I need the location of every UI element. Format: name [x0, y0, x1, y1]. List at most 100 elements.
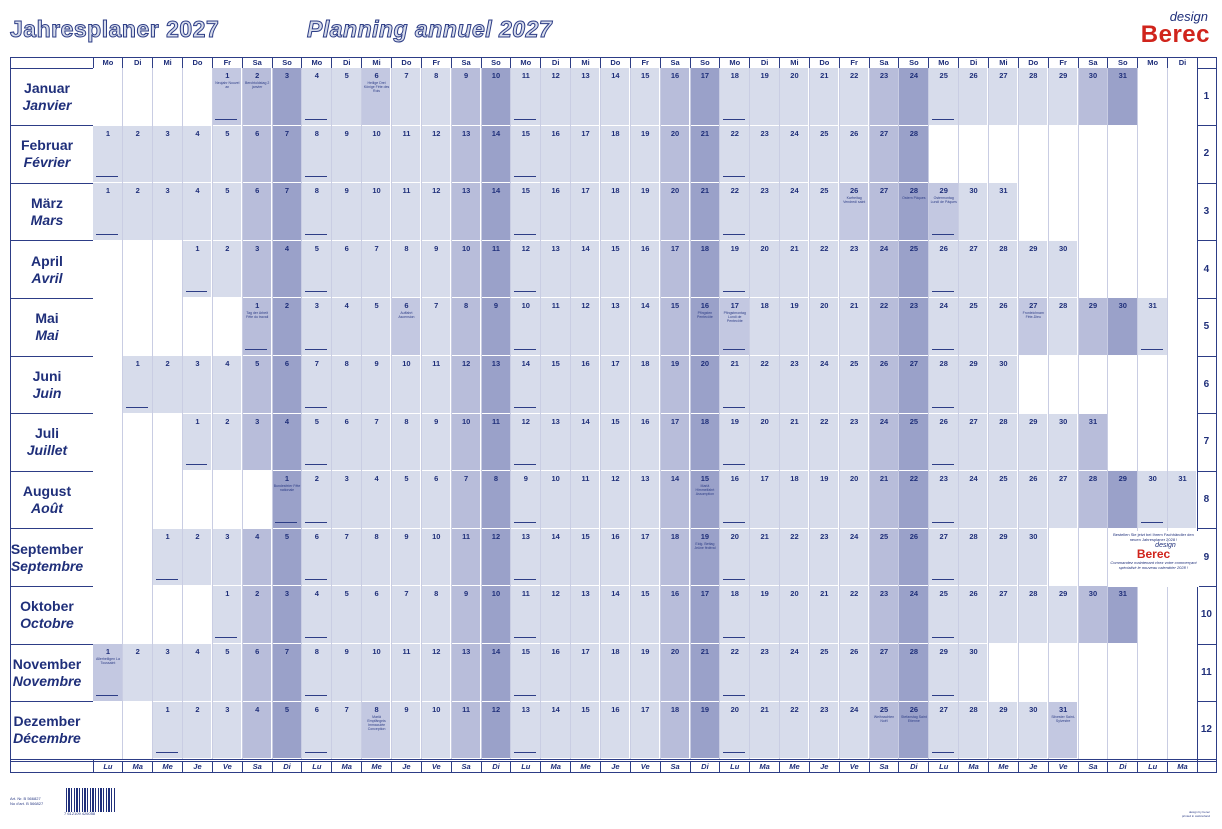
col-line [719, 528, 721, 587]
col-line [749, 183, 751, 241]
holiday-label: Mariä Empfängnis Immaculée Conception [367, 714, 386, 731]
day-cell [361, 183, 392, 241]
day-number: 25 [820, 128, 829, 138]
day-cell [122, 413, 153, 472]
col-line [152, 298, 154, 356]
week-arrow [722, 176, 745, 178]
day-number: 2 [165, 359, 170, 368]
footer-col-line [480, 761, 482, 773]
col-line [988, 125, 989, 184]
col-line [1077, 68, 1079, 126]
day-number: 28 [999, 243, 1008, 253]
day-cell [1167, 298, 1198, 356]
day-cell [600, 413, 631, 472]
col-line [540, 586, 542, 644]
week-arrow [513, 579, 536, 581]
col-line [510, 701, 512, 760]
day-number: 4 [255, 704, 260, 714]
col-line [1077, 586, 1079, 644]
day-cell [958, 240, 989, 299]
day-cell [898, 68, 929, 126]
col-line [958, 471, 960, 529]
day-cell [391, 240, 422, 299]
day-number: 18 [730, 589, 739, 599]
col-line [689, 586, 691, 644]
day-number: 21 [850, 301, 859, 311]
day-cell [212, 471, 243, 529]
day-number: 14 [491, 647, 501, 656]
day-number: 8 [374, 704, 379, 714]
day-cell [958, 298, 989, 356]
day-cell [690, 240, 720, 299]
day-cell [1078, 240, 1108, 299]
day-number: 26 [909, 531, 919, 541]
day-number: 4 [284, 243, 290, 253]
day-cell [1167, 644, 1198, 702]
day-number: 1 [225, 71, 230, 80]
day-cell [1107, 701, 1138, 760]
logo-design-text: design [1169, 9, 1208, 24]
col-line [779, 125, 781, 184]
day-cell [540, 298, 571, 356]
day-number: 12 [551, 71, 560, 80]
day-cell [451, 528, 482, 587]
week-arrow [513, 637, 536, 638]
berec-logo: design Berec [1141, 9, 1210, 47]
day-cell [242, 68, 273, 126]
col-line [211, 298, 213, 356]
day-number: 24 [909, 71, 919, 80]
col-line [331, 586, 333, 644]
day-number: 26 [909, 704, 919, 714]
weekday-footer: Ve [640, 762, 650, 771]
day-number: 3 [225, 704, 230, 714]
col-line [838, 183, 840, 241]
day-cell [600, 240, 631, 299]
day-number: 27 [1058, 474, 1068, 484]
col-line [361, 644, 363, 702]
day-number: 3 [165, 128, 170, 138]
weekday-footer: Lu [1148, 762, 1158, 771]
footer-col-line [301, 761, 303, 773]
day-number: 3 [344, 474, 349, 484]
col-line [241, 644, 243, 702]
col-line [629, 183, 631, 241]
col-line [629, 125, 631, 184]
day-cell [749, 644, 780, 702]
day-cell [182, 68, 213, 126]
holiday-label: Ostern Pâques [902, 196, 926, 201]
day-cell [540, 413, 571, 472]
col-line [241, 471, 243, 529]
weekday-header: Mi [999, 58, 1008, 67]
day-cell [630, 183, 661, 241]
day-cell [1167, 701, 1198, 760]
day-cell [1107, 125, 1138, 184]
day-cell [898, 183, 929, 241]
day-number: 1 [255, 301, 260, 311]
day-cell [451, 471, 482, 529]
weekday-footer: Sa [1088, 762, 1098, 771]
day-number: 17 [700, 71, 710, 80]
day-number: 27 [879, 128, 889, 138]
col-line [898, 528, 900, 587]
day-cell [958, 125, 989, 184]
col-line [510, 240, 512, 299]
col-line [958, 413, 960, 472]
day-number: 11 [521, 589, 530, 599]
day-number: 28 [939, 359, 948, 368]
day-number: 27 [999, 71, 1008, 80]
weekday-footer: Sa [670, 762, 680, 771]
day-number: 17 [581, 647, 590, 656]
col-line [540, 68, 542, 126]
col-line [540, 413, 542, 472]
col-line [1017, 586, 1019, 644]
col-line [689, 68, 691, 126]
col-line [1017, 240, 1019, 299]
col-line [361, 125, 363, 184]
day-cell [122, 471, 153, 529]
day-number: 19 [700, 531, 710, 541]
day-cell [481, 471, 511, 529]
col-line [719, 298, 721, 356]
day-number: 20 [760, 243, 769, 253]
week-arrow [722, 464, 745, 466]
footer-col-line [988, 761, 989, 773]
